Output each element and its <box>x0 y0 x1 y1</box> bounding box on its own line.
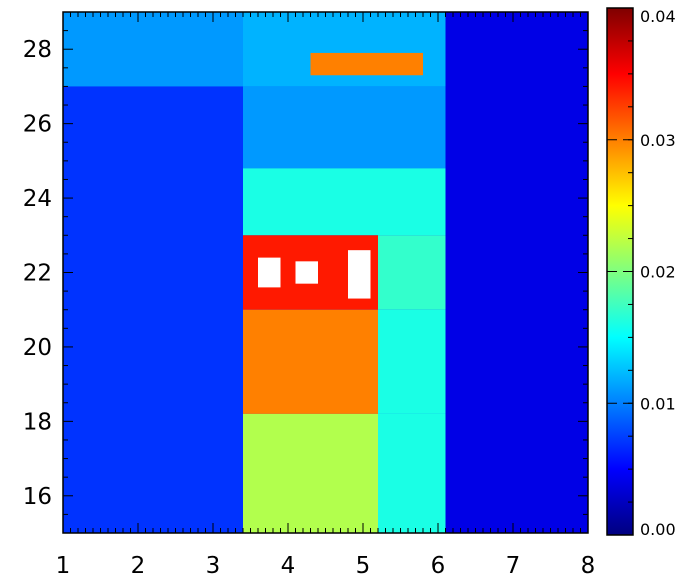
colorbar-tick-label: 0.00 <box>640 520 676 539</box>
x-tick-label: 1 <box>56 553 71 579</box>
heatmap-cell-12 <box>310 52 423 76</box>
x-tick-label: 2 <box>131 553 146 579</box>
x-tick-label: 5 <box>356 553 371 579</box>
heatmap-cell-4 <box>243 168 446 236</box>
colorbar-tick-label: 0.03 <box>640 131 676 150</box>
y-tick-label: 16 <box>23 484 52 510</box>
x-tick-label: 7 <box>506 553 521 579</box>
colorbar-tick-label: 0.02 <box>640 263 676 282</box>
heatmap-cell-6 <box>378 235 446 310</box>
axes: 1 2 3 4 5 6 7 8 16 18 20 22 24 26 28 <box>23 11 596 579</box>
heatmap-cells <box>63 12 588 533</box>
colorbar: 0.00 0.01 0.02 0.03 0.04 <box>606 7 676 539</box>
y-tick-label: 18 <box>23 409 52 435</box>
x-tick-label: 4 <box>281 553 296 579</box>
y-tick-label: 28 <box>23 37 52 63</box>
x-tick-label: 3 <box>206 553 221 579</box>
colorbar-tick-label: 0.04 <box>640 7 676 26</box>
heatmap-cell-15 <box>348 250 371 299</box>
heatmap-cell-13 <box>258 257 281 288</box>
heatmap-cell-1 <box>63 12 243 87</box>
y-tick-label: 24 <box>23 186 52 212</box>
heatmap-cell-9 <box>243 413 378 533</box>
colorbar-tick-label: 0.01 <box>640 394 676 413</box>
x-tick-label: 8 <box>581 553 596 579</box>
heatmap-cell-3 <box>243 86 446 169</box>
heatmap-cell-2 <box>243 12 446 87</box>
heatmap-cell-14 <box>295 261 318 284</box>
heatmap-cell-7 <box>243 309 378 414</box>
y-tick-label: 22 <box>23 261 52 287</box>
y-tick-label: 20 <box>23 335 52 361</box>
heatmap-cell-10 <box>378 413 446 533</box>
heatmap-cell-11 <box>445 12 588 533</box>
x-tick-label: 6 <box>431 553 446 579</box>
heatmap-cell-8 <box>378 309 446 414</box>
y-tick-label: 26 <box>23 112 52 138</box>
